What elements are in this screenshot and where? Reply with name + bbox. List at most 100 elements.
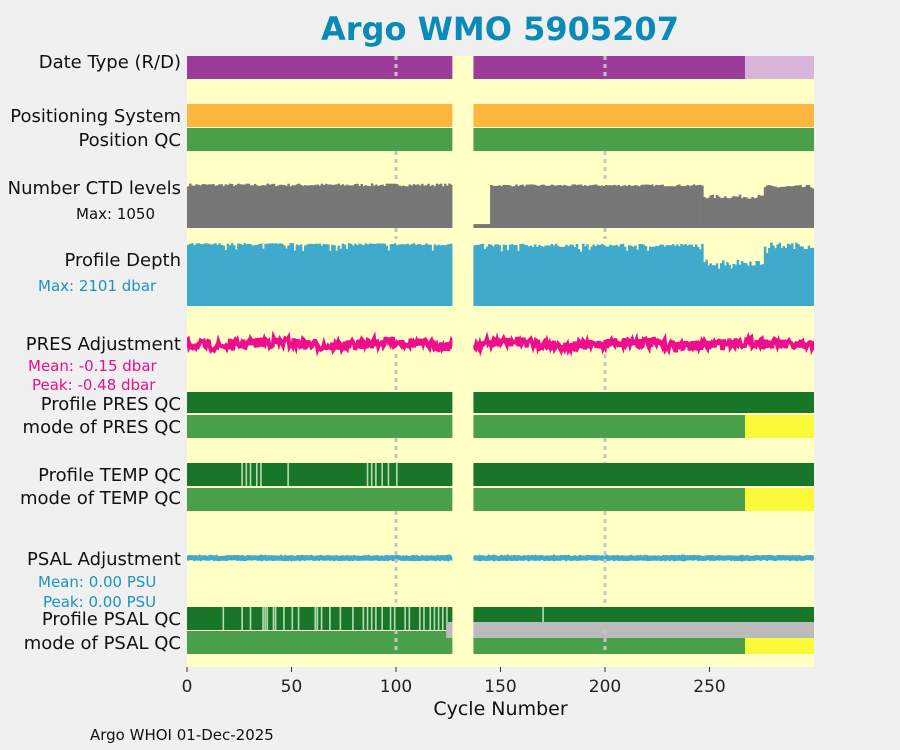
number-ctd-levels-bar (667, 186, 671, 228)
number-ctd-levels-bar (778, 187, 781, 228)
profile-depth-bar (753, 265, 756, 306)
x-tick-label: 50 (281, 677, 303, 697)
number-ctd-levels-bar (191, 185, 194, 228)
profile-depth-bar (255, 245, 259, 306)
number-ctd-levels-bar (212, 183, 215, 228)
profile-depth-bar (542, 246, 545, 306)
number-ctd-levels-bar (232, 185, 236, 228)
profile-depth-bar (523, 244, 526, 306)
number-ctd-levels-bar (506, 184, 510, 228)
profile-depth-bar (379, 243, 382, 306)
number-ctd-levels-bar (301, 185, 305, 228)
profile-depth-bar (709, 263, 712, 306)
profile-depth-bar (412, 243, 416, 306)
number-ctd-levels-bar (676, 185, 679, 228)
number-ctd-levels-bar (605, 185, 608, 228)
profile-depth-bar (425, 243, 428, 306)
number-ctd-levels-bar (492, 185, 495, 228)
number-ctd-levels-bar (230, 183, 234, 228)
number-ctd-levels-bar (377, 185, 380, 228)
profile-depth-bar (602, 244, 606, 306)
number-ctd-levels-bar (699, 184, 702, 228)
profile-depth-bar (487, 244, 491, 306)
number-ctd-levels-bar (398, 185, 401, 228)
profile-depth-bar (341, 243, 345, 306)
number-ctd-levels-bar (709, 195, 712, 228)
number-ctd-levels-bar (343, 185, 347, 228)
mode-of-temp-qc-delayed-band-1 (187, 488, 453, 511)
profile-depth-bar (584, 246, 587, 306)
date-type-r-d-delayed-band-1 (187, 56, 453, 79)
number-ctd-levels-bar (475, 224, 478, 228)
profile-depth-bar (550, 244, 554, 306)
number-ctd-levels-bar (722, 197, 725, 228)
number-ctd-levels-bar (266, 183, 269, 228)
profile-depth-bar (803, 248, 807, 306)
profile-depth-bar (715, 263, 719, 306)
profile-depth-bar (500, 251, 503, 306)
number-ctd-levels-bar (251, 185, 255, 228)
number-ctd-levels-bar (563, 184, 566, 228)
profile-temp-qc-flag (249, 463, 252, 486)
number-ctd-levels-bar (653, 186, 656, 228)
profile-psal-qc-flag (381, 607, 383, 630)
x-tick-label: 0 (182, 677, 193, 697)
number-ctd-levels-bar (431, 184, 435, 228)
number-ctd-levels-bar (304, 185, 307, 228)
number-ctd-levels-bar (805, 185, 809, 228)
profile-depth-bar (678, 246, 681, 306)
profile-depth-bar (761, 264, 765, 306)
profile-depth-bar (650, 246, 654, 306)
mode-of-temp-qc-delayed-band-2 (473, 488, 746, 511)
psal-qc-gray-band (446, 622, 453, 638)
row-label-mode-pres-qc: mode of PRES QC (22, 417, 181, 438)
psal-adjustment-series-2 (473, 553, 814, 562)
profile-psal-qc-flag (418, 607, 421, 630)
profile-depth-bar (791, 243, 794, 306)
profile-depth-bar (281, 243, 284, 306)
profile-depth-bar (749, 261, 752, 306)
profile-depth-bar (582, 243, 585, 306)
profile-depth-bar (680, 243, 683, 306)
number-ctd-levels-bar (278, 184, 282, 228)
number-ctd-levels-bar (441, 186, 445, 228)
profile-pres-qc-band-2 (473, 392, 814, 413)
number-ctd-levels-bar (439, 183, 443, 228)
profile-temp-qc-flag (287, 463, 289, 486)
profile-depth-bar (573, 246, 577, 306)
number-ctd-levels-bar (519, 185, 522, 228)
profile-depth-bar (494, 244, 497, 306)
profile-depth-bar (632, 246, 635, 306)
plot-background (187, 56, 814, 667)
row-label-positioning-system: Positioning System (10, 106, 181, 127)
number-ctd-levels-bar (255, 185, 259, 228)
number-ctd-levels-bar (684, 185, 687, 228)
profile-depth-bar (797, 244, 800, 306)
profile-depth-bar (439, 245, 443, 306)
number-ctd-levels-bar (732, 196, 735, 228)
profile-depth-bar (316, 243, 320, 306)
number-ctd-levels-bar (619, 186, 623, 228)
profile-psal-qc-flag (264, 607, 266, 630)
number-ctd-levels-bar (615, 185, 618, 228)
profile-depth-bar (195, 243, 198, 306)
profile-depth-bar (732, 263, 735, 306)
profile-depth-bar (559, 246, 562, 306)
profile-depth-bar (339, 248, 343, 306)
number-ctd-levels-bar (408, 184, 412, 228)
number-ctd-levels-bar (584, 185, 587, 228)
profile-depth-bar (408, 244, 412, 306)
profile-depth-bar (410, 244, 414, 306)
number-ctd-levels-bar (590, 185, 593, 228)
profile-psal-qc-flag (222, 607, 225, 630)
number-ctd-levels-bar (283, 185, 286, 228)
profile-depth-bar (567, 246, 570, 306)
mode-of-pres-qc-delayed-band-2 (473, 415, 746, 438)
profile-depth-bar (230, 243, 234, 306)
number-ctd-levels-bar (617, 184, 621, 228)
profile-depth-bar (441, 244, 445, 306)
number-ctd-levels-bar (625, 185, 629, 228)
number-ctd-levels-bar (329, 184, 332, 228)
profile-psal-qc-flag (542, 607, 544, 630)
profile-psal-qc-flag (283, 607, 285, 630)
